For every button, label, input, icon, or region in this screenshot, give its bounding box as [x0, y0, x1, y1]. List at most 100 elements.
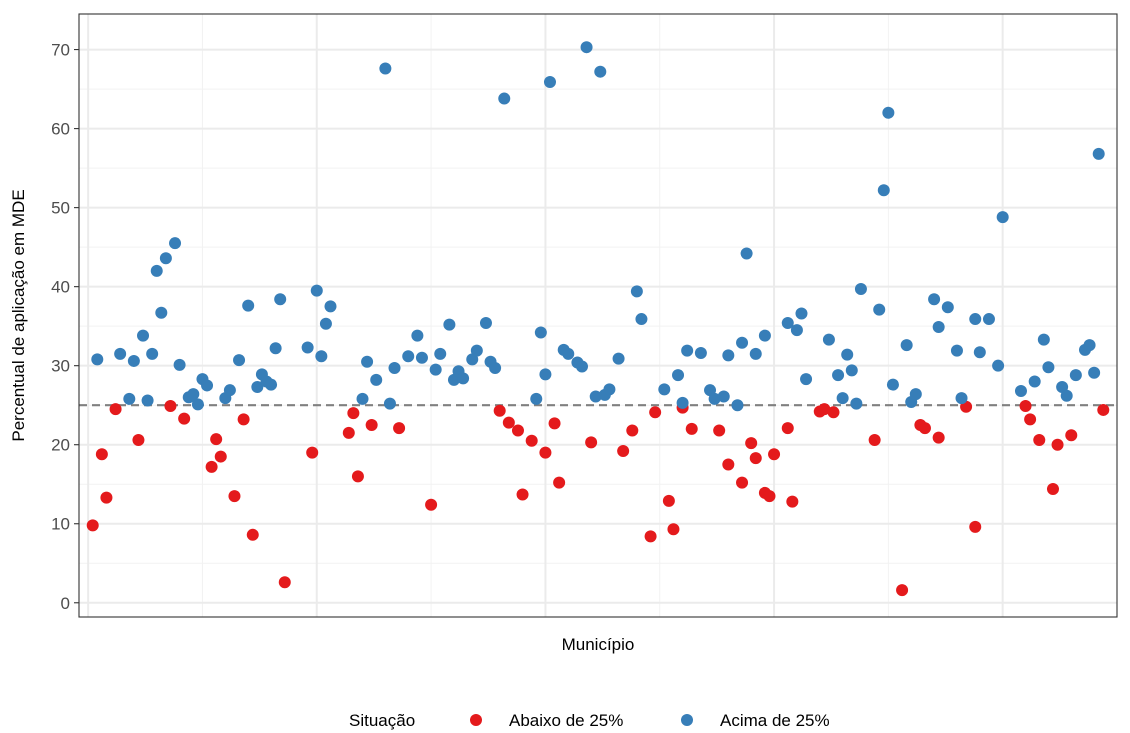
- point-abaixo: [516, 488, 529, 501]
- point-acima: [274, 293, 287, 306]
- point-acima: [319, 317, 332, 330]
- point-acima: [539, 368, 552, 381]
- point-acima: [498, 92, 511, 105]
- point-acima: [1042, 361, 1055, 374]
- point-acima: [1092, 147, 1105, 160]
- point-acima: [169, 237, 182, 250]
- point-acima: [543, 75, 556, 88]
- y-tick-label: 20: [51, 436, 70, 455]
- point-abaixo: [178, 412, 191, 425]
- point-abaixo: [662, 494, 675, 507]
- point-acima: [315, 350, 328, 363]
- legend: Situação Abaixo de 25% Acima de 25%: [349, 711, 830, 730]
- point-acima: [795, 307, 808, 320]
- point-acima: [580, 41, 593, 54]
- point-abaixo: [763, 490, 776, 503]
- point-acima: [635, 313, 648, 326]
- point-acima: [150, 264, 163, 277]
- point-acima: [909, 388, 922, 401]
- point-acima: [223, 384, 236, 397]
- point-acima: [201, 379, 214, 392]
- point-abaixo: [932, 431, 945, 444]
- point-acima: [694, 347, 707, 360]
- point-acima: [402, 350, 415, 363]
- point-acima: [370, 373, 383, 386]
- point-acima: [589, 390, 602, 403]
- point-abaixo: [1051, 438, 1064, 451]
- point-abaixo: [1024, 413, 1037, 426]
- legend-label-acima: Acima de 25%: [720, 711, 830, 730]
- point-abaixo: [786, 495, 799, 508]
- point-acima: [996, 211, 1009, 224]
- point-acima: [845, 364, 858, 377]
- point-abaixo: [228, 490, 241, 503]
- point-abaixo: [768, 448, 781, 461]
- point-abaixo: [214, 450, 227, 463]
- point-abaixo: [745, 437, 758, 450]
- point-acima: [479, 317, 492, 330]
- point-abaixo: [736, 476, 749, 489]
- point-abaixo: [95, 448, 108, 461]
- point-abaixo: [306, 446, 319, 459]
- point-abaixo: [548, 417, 561, 430]
- point-acima: [127, 354, 140, 367]
- point-acima: [429, 363, 442, 376]
- point-acima: [379, 62, 392, 75]
- point-abaixo: [347, 407, 360, 420]
- point-abaixo: [626, 424, 639, 437]
- point-acima: [443, 318, 456, 331]
- point-acima: [630, 285, 643, 298]
- point-acima: [658, 383, 671, 396]
- point-acima: [457, 372, 470, 385]
- point-acima: [932, 320, 945, 333]
- y-tick-label: 60: [51, 120, 70, 139]
- point-abaixo: [827, 406, 840, 419]
- y-axis-title: Percentual de aplicação em MDE: [9, 189, 28, 441]
- point-abaixo: [749, 452, 762, 465]
- point-acima: [489, 362, 502, 375]
- point-acima: [233, 354, 246, 367]
- point-acima: [969, 313, 982, 326]
- point-acima: [722, 349, 735, 362]
- point-acima: [251, 381, 264, 394]
- point-acima: [982, 313, 995, 326]
- point-acima: [562, 347, 575, 360]
- point-acima: [1088, 366, 1101, 379]
- legend-title: Situação: [349, 711, 415, 730]
- point-acima: [781, 317, 794, 330]
- point-acima: [361, 355, 374, 368]
- point-acima: [269, 342, 282, 355]
- point-acima: [822, 333, 835, 346]
- point-acima: [1083, 339, 1096, 352]
- point-acima: [301, 341, 314, 354]
- point-abaixo: [351, 470, 364, 483]
- point-acima: [736, 336, 749, 349]
- point-abaixo: [246, 528, 259, 541]
- point-acima: [191, 398, 204, 411]
- point-abaixo: [585, 436, 598, 449]
- point-acima: [841, 348, 854, 361]
- point-acima: [973, 346, 986, 359]
- point-acima: [1069, 369, 1082, 382]
- point-acima: [356, 392, 369, 405]
- point-acima: [672, 369, 685, 382]
- point-abaixo: [918, 422, 931, 435]
- plot-panel-border: [78, 13, 1118, 618]
- point-acima: [91, 353, 104, 366]
- point-abaixo: [649, 406, 662, 419]
- point-acima: [137, 329, 150, 342]
- point-abaixo: [205, 460, 218, 473]
- point-acima: [873, 303, 886, 316]
- point-acima: [850, 397, 863, 410]
- point-abaixo: [713, 424, 726, 437]
- point-acima: [740, 247, 753, 260]
- point-acima: [877, 184, 890, 197]
- point-abaixo: [278, 576, 291, 589]
- point-acima: [731, 399, 744, 412]
- point-acima: [854, 283, 867, 296]
- point-acima: [434, 347, 447, 360]
- point-acima: [187, 388, 200, 401]
- point-abaixo: [342, 426, 355, 439]
- point-abaixo: [164, 399, 177, 412]
- point-abaixo: [1019, 399, 1032, 412]
